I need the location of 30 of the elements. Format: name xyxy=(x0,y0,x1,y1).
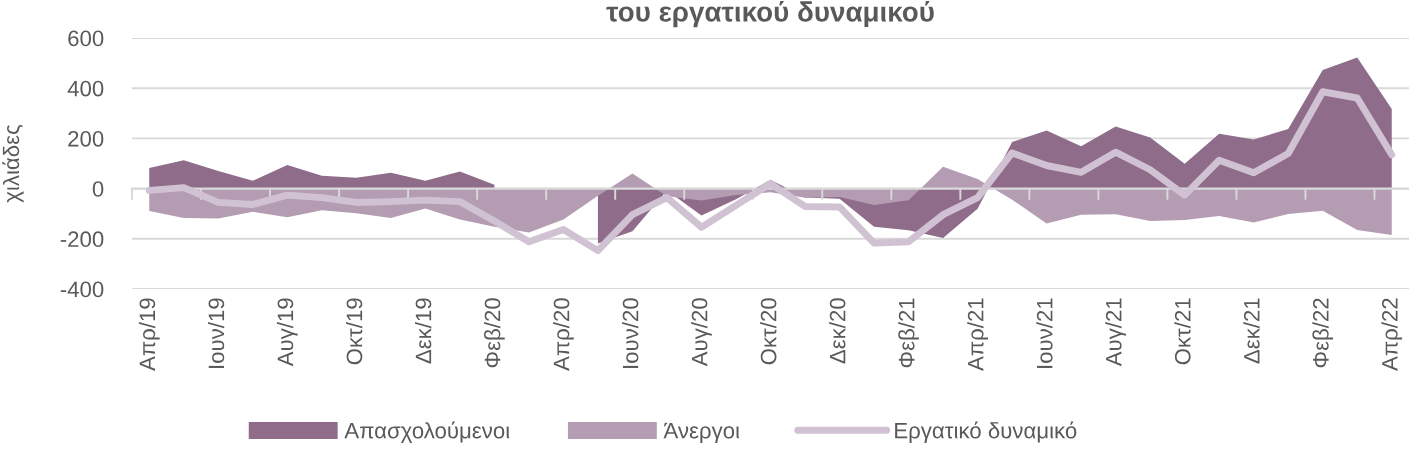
x-tick-label: Φεβ/21 xyxy=(898,298,919,368)
y-tick-label: 600 xyxy=(68,30,104,47)
x-tick-label: Οκτ/19 xyxy=(345,298,363,365)
x-tick-label: Απρ/19 xyxy=(138,298,160,371)
y-axis-title: χιλιάδες xyxy=(2,124,24,203)
x-tick-label: Απρ/20 xyxy=(553,298,574,371)
legend-label: Άνεργοι xyxy=(663,422,740,443)
x-tick-label: Ιουν/19 xyxy=(207,298,225,368)
y-tick-label: 0 xyxy=(92,181,104,197)
x-tick-label: Αυγ/19 xyxy=(276,298,298,367)
x-tick-label: Οκτ/21 xyxy=(1174,298,1191,365)
x-tick-label: Οκτ/20 xyxy=(760,298,777,365)
legend-label: Εργατικό δυναμικό xyxy=(895,421,1077,443)
x-tick-label: Δεκ/21 xyxy=(1243,298,1260,364)
x-tick-label: Φεβ/20 xyxy=(484,298,505,368)
x-tick-label: Ιουν/20 xyxy=(622,298,639,368)
x-tick-label: Ιουν/21 xyxy=(1036,298,1053,368)
y-tick-label: 200 xyxy=(68,130,104,147)
y-tick-label: 400 xyxy=(67,80,104,97)
y-tick-label: -200 xyxy=(60,231,104,248)
x-tick-label: Απρ/22 xyxy=(1381,298,1403,371)
x-tick-label: Δεκ/20 xyxy=(829,298,846,364)
legend-label: Απασχολούμενοι xyxy=(344,421,510,443)
x-tick-label: Αυγ/21 xyxy=(1105,298,1126,367)
x-tick-label: Φεβ/22 xyxy=(1312,298,1334,368)
y-tick-label: -400 xyxy=(60,281,104,298)
x-tick-label: Αυγ/20 xyxy=(691,298,712,367)
chart-title: του εργατικού δυναμικού xyxy=(606,1,934,28)
x-tick-label: Απρ/21 xyxy=(967,298,988,371)
x-tick-label: Δεκ/19 xyxy=(415,298,432,364)
